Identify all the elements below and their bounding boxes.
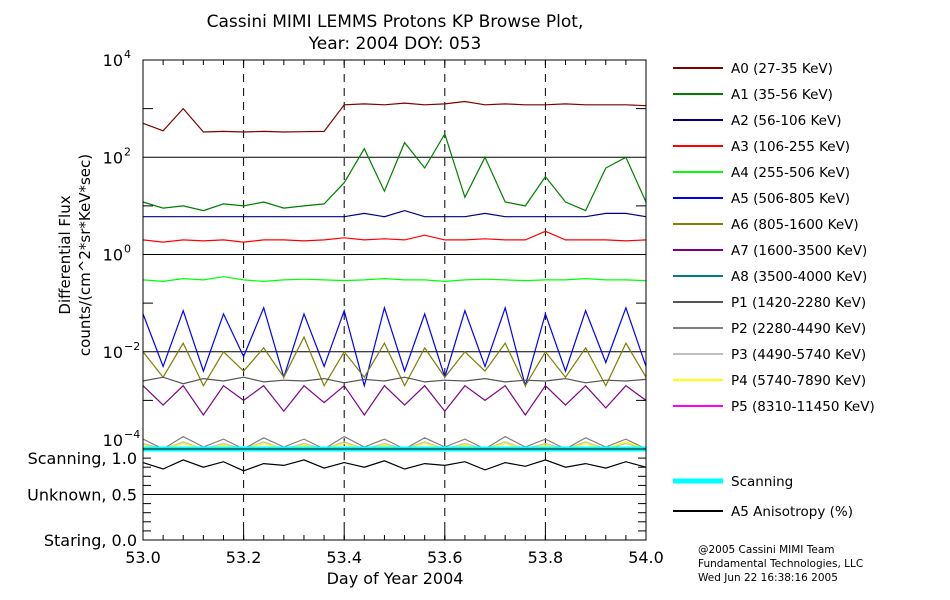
legend-item: Scanning (673, 474, 793, 490)
legend-item: P3 (4490-5740 KeV) (673, 347, 866, 363)
x-tick-label: 54.0 (628, 548, 664, 567)
legend-item: P4 (5740-7890 KeV) (673, 373, 866, 389)
lower-y-tick-label: Scanning, 1.0 (28, 449, 137, 468)
legend-item: A7 (1600-3500 KeV) (673, 243, 867, 259)
legend-label: P3 (4490-5740 KeV) (731, 347, 866, 363)
legend-item: A2 (56-106 KeV) (673, 113, 841, 129)
series-a6-line (142, 335, 647, 388)
legend-label: A5 (506-805 KeV) (731, 191, 850, 207)
legend-label: A1 (35-56 KeV) (731, 87, 833, 103)
series-a7-line (142, 384, 647, 417)
series-a4-line (142, 276, 647, 283)
legend-label: A6 (805-1600 KeV) (731, 217, 859, 233)
x-tick-label: 53.6 (427, 548, 463, 567)
y-tick-label: 10 (103, 343, 123, 362)
legend-item: A4 (255-506 KeV) (673, 165, 850, 181)
y-tick-exponent: 4 (124, 48, 131, 61)
legend-item: P1 (1420-2280 KeV) (673, 295, 866, 311)
y-tick-label: 10 (103, 51, 123, 70)
legend-label: A5 Anisotropy (%) (731, 504, 853, 520)
x-tick-label: 53.0 (125, 548, 161, 567)
legend-item: A0 (27-35 KeV) (673, 61, 833, 77)
x-tick-label: 53.2 (226, 548, 262, 567)
chart-title: Cassini MIMI LEMMS Protons KP Browse Plo… (207, 12, 584, 32)
lower-y-tick-label: Staring, 0.0 (44, 531, 137, 550)
series-a0-line (142, 100, 647, 133)
series-a3-line (142, 230, 647, 243)
series-a2-line (143, 209, 647, 218)
legend-label: P1 (1420-2280 KeV) (731, 295, 866, 311)
credits-line3: Wed Jun 22 16:38:16 2005 (698, 572, 838, 584)
series-p1-line (142, 376, 647, 385)
legend-item: A8 (3500-4000 KeV) (673, 269, 867, 285)
chart-subtitle: Year: 2004 DOY: 053 (308, 34, 482, 54)
legend-item: P2 (2280-4490 KeV) (673, 321, 866, 337)
legend-item: A6 (805-1600 KeV) (673, 217, 859, 233)
legend-label: A2 (56-106 KeV) (731, 113, 841, 129)
y-tick-exponent: 2 (124, 145, 131, 158)
series-a5-line (142, 459, 647, 472)
x-tick-label: 53.8 (528, 548, 564, 567)
y-axis-label-line1: Differential Flux (56, 195, 74, 314)
x-axis-label: Day of Year 2004 (327, 569, 464, 588)
y-tick-label: 10 (103, 431, 123, 450)
y-axis-label-line2: counts/(cm^2*sr*KeV*sec) (76, 154, 94, 356)
lower-panel-frame (142, 448, 647, 541)
legend-item: A3 (106-255 KeV) (673, 139, 850, 155)
legend-label: P5 (8310-11450 KeV) (731, 399, 875, 415)
credits-line2: Fundamental Technologies, LLC (698, 558, 863, 570)
legend-label: A4 (255-506 KeV) (731, 165, 850, 181)
legend-label: A0 (27-35 KeV) (731, 61, 833, 77)
legend-label: A8 (3500-4000 KeV) (731, 269, 867, 285)
y-tick-exponent: −4 (124, 428, 140, 441)
legend-item: P5 (8310-11450 KeV) (673, 399, 875, 415)
legend-label: P4 (5740-7890 KeV) (731, 373, 866, 389)
legend-label: A7 (1600-3500 KeV) (731, 243, 867, 259)
y-tick-label: 10 (103, 148, 123, 167)
legend-label: Scanning (731, 474, 793, 490)
legend-item: A5 Anisotropy (%) (673, 504, 853, 520)
x-tick-label: 53.4 (326, 548, 362, 567)
credits-line1: @2005 Cassini MIMI Team (698, 544, 835, 556)
legend: A0 (27-35 KeV) A1 (35-56 KeV) A2 (56-106 K… (673, 61, 875, 520)
series-a5-line (142, 305, 647, 389)
legend-label: P2 (2280-4490 KeV) (731, 321, 866, 337)
series-a1-line (142, 132, 647, 212)
legend-item: A5 (506-805 KeV) (673, 191, 850, 207)
legend-label: A3 (106-255 KeV) (731, 139, 850, 155)
y-tick-exponent: 0 (124, 243, 131, 256)
lower-y-tick-label: Unknown, 0.5 (27, 486, 137, 505)
legend-item: A1 (35-56 KeV) (673, 87, 833, 103)
y-tick-exponent: −2 (124, 340, 140, 353)
y-tick-label: 10 (103, 246, 123, 265)
